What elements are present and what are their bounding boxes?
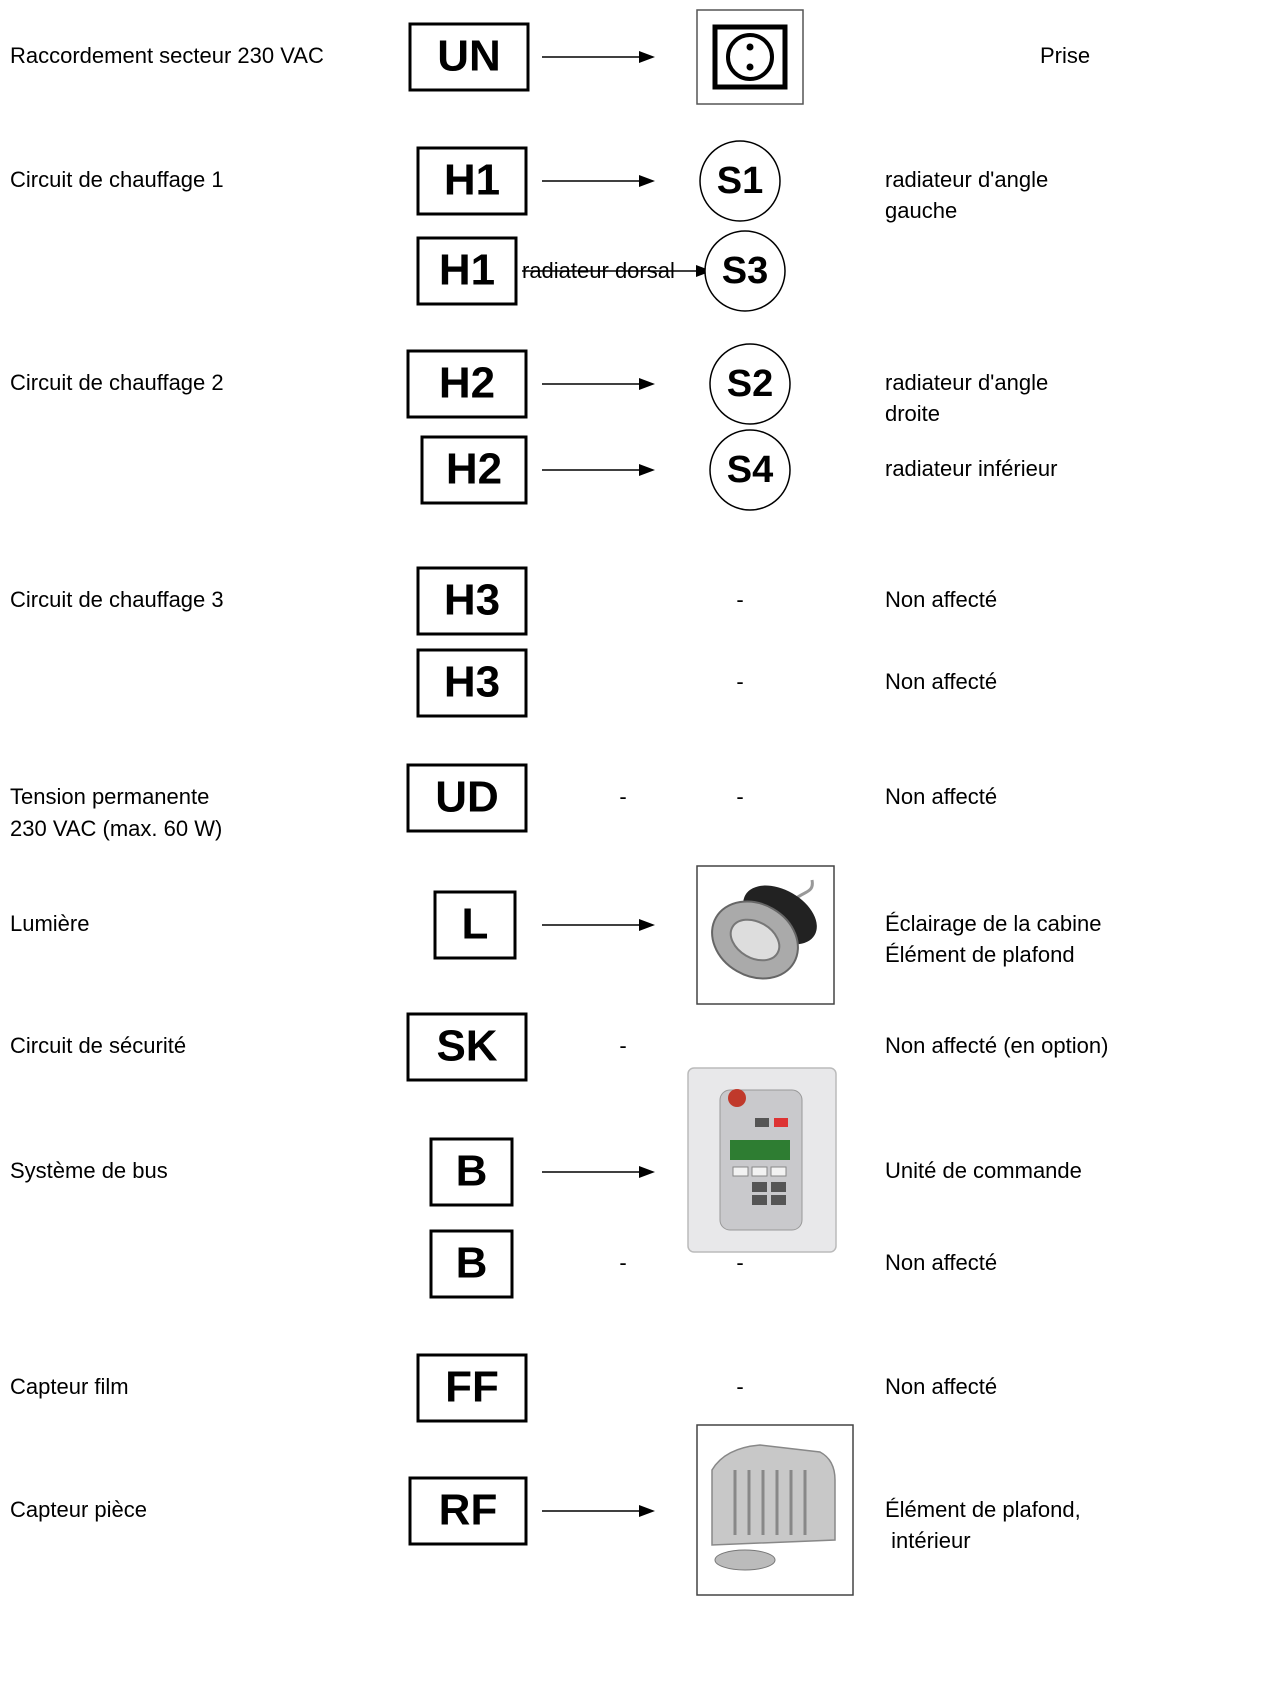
description: Non affecté bbox=[885, 587, 997, 612]
code-label: UD bbox=[435, 773, 499, 822]
description: intérieur bbox=[885, 1528, 971, 1553]
code-box bbox=[429, 1229, 514, 1299]
description: radiateur inférieur bbox=[885, 456, 1057, 481]
control-key bbox=[770, 1166, 787, 1177]
arrow-head bbox=[639, 175, 655, 187]
description: radiateur d'angle bbox=[885, 370, 1048, 395]
arrow-head bbox=[639, 464, 655, 476]
sensor-circle bbox=[709, 429, 791, 511]
code-box bbox=[416, 566, 528, 636]
description: Non affecté (en option) bbox=[885, 1033, 1108, 1058]
control-key bbox=[752, 1195, 767, 1205]
control-key bbox=[751, 1166, 768, 1177]
arrow-head bbox=[639, 919, 655, 931]
lamp-hole bbox=[729, 918, 781, 962]
sensor-circle bbox=[709, 343, 791, 425]
description: Unité de commande bbox=[885, 1158, 1082, 1183]
sensor-circle bbox=[699, 140, 781, 222]
row-label: Capteur pièce bbox=[10, 1497, 147, 1522]
code-label: H2 bbox=[439, 359, 495, 408]
sensor-label: S2 bbox=[727, 363, 773, 405]
code-box bbox=[408, 1476, 528, 1546]
dash: - bbox=[736, 587, 743, 612]
description: Non affecté bbox=[885, 1250, 997, 1275]
sensor-body bbox=[711, 1444, 836, 1546]
code-box bbox=[416, 236, 518, 306]
code-box bbox=[416, 146, 528, 216]
arrow-head bbox=[639, 1505, 655, 1517]
control-key bbox=[771, 1182, 786, 1192]
description: droite bbox=[885, 401, 940, 426]
code-label: B bbox=[456, 1239, 488, 1288]
sensor-base bbox=[714, 1549, 776, 1571]
code-label: RF bbox=[439, 1486, 498, 1535]
description: radiateur d'angle bbox=[885, 167, 1048, 192]
description: Prise bbox=[1040, 43, 1090, 68]
socket-ring bbox=[726, 33, 774, 81]
description: gauche bbox=[885, 198, 957, 223]
code-label: B bbox=[456, 1147, 488, 1196]
control-key bbox=[771, 1195, 786, 1205]
dash: - bbox=[619, 784, 626, 809]
row-label: Raccordement secteur 230 VAC bbox=[10, 43, 324, 68]
code-label: SK bbox=[436, 1022, 497, 1071]
code-box bbox=[408, 22, 530, 92]
code-box bbox=[406, 763, 528, 833]
description: Non affecté bbox=[885, 1374, 997, 1399]
socket-icon bbox=[712, 24, 788, 90]
socket-pin bbox=[746, 63, 754, 71]
code-box bbox=[406, 349, 528, 419]
code-label: L bbox=[462, 900, 489, 949]
control-key bbox=[732, 1166, 749, 1177]
arrow-head bbox=[639, 378, 655, 390]
description: Élément de plafond bbox=[885, 942, 1075, 967]
row-label: Tension permanente bbox=[10, 784, 209, 809]
sensor-label: S3 bbox=[722, 250, 768, 292]
control-logo bbox=[728, 1089, 746, 1107]
code-box bbox=[420, 435, 528, 505]
control-key bbox=[752, 1182, 767, 1192]
code-label: H1 bbox=[439, 246, 495, 295]
arrow-head bbox=[639, 1166, 655, 1178]
socket-pin bbox=[746, 43, 754, 51]
dash: - bbox=[736, 1250, 743, 1275]
code-label: UN bbox=[437, 32, 501, 81]
row-label: Système de bus bbox=[10, 1158, 168, 1183]
code-box bbox=[433, 890, 517, 960]
description: Éclairage de la cabine bbox=[885, 911, 1101, 936]
code-box bbox=[416, 1353, 528, 1423]
arrow-head bbox=[639, 51, 655, 63]
description: Non affecté bbox=[885, 784, 997, 809]
row-label: Circuit de sécurité bbox=[10, 1033, 186, 1058]
code-box bbox=[416, 648, 528, 718]
dash: - bbox=[619, 1033, 626, 1058]
dash: - bbox=[619, 1250, 626, 1275]
sensor-label: S4 bbox=[727, 449, 773, 491]
code-label: H1 bbox=[444, 156, 500, 205]
description: Non affecté bbox=[885, 669, 997, 694]
row-label: Lumière bbox=[10, 911, 89, 936]
control-button bbox=[774, 1118, 788, 1127]
row-label: Capteur film bbox=[10, 1374, 129, 1399]
arrow-head bbox=[696, 265, 712, 277]
code-label: H3 bbox=[444, 658, 500, 707]
code-label: H2 bbox=[446, 445, 502, 494]
code-box bbox=[406, 1012, 528, 1082]
code-box bbox=[429, 1137, 514, 1207]
dash: - bbox=[736, 669, 743, 694]
sensor-label: S1 bbox=[717, 160, 763, 202]
row-label: 230 VAC (max. 60 W) bbox=[10, 816, 222, 841]
row-label: Circuit de chauffage 2 bbox=[10, 370, 224, 395]
control-display bbox=[730, 1140, 790, 1160]
code-label: H3 bbox=[444, 576, 500, 625]
dash: - bbox=[736, 784, 743, 809]
code-label: FF bbox=[445, 1363, 499, 1412]
dash: - bbox=[736, 1374, 743, 1399]
sensor-circle bbox=[704, 230, 786, 312]
control-button bbox=[755, 1118, 769, 1127]
row-label: Circuit de chauffage 1 bbox=[10, 167, 224, 192]
description: Élément de plafond, bbox=[885, 1497, 1081, 1522]
row-label: Circuit de chauffage 3 bbox=[10, 587, 224, 612]
